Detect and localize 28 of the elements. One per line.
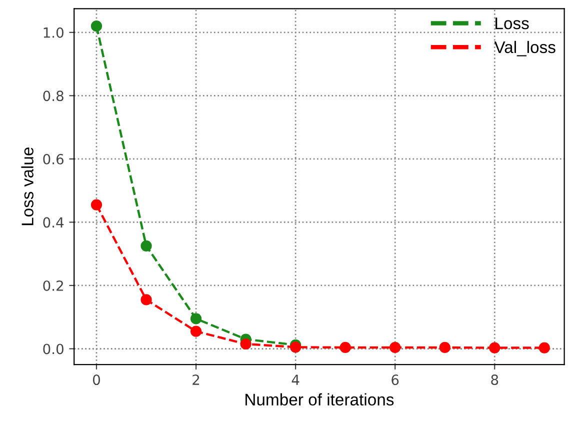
point xyxy=(390,342,401,354)
y-tick-label: 0.8 xyxy=(43,90,64,102)
x-tick-label: 8 xyxy=(491,374,498,386)
point xyxy=(90,20,102,32)
point xyxy=(190,313,202,324)
x-tick-label: 2 xyxy=(192,374,200,385)
point xyxy=(140,294,152,306)
x-tick-label: 4 xyxy=(292,374,300,385)
point xyxy=(489,342,500,354)
legend-label: Val_loss xyxy=(494,40,556,56)
point xyxy=(439,342,450,354)
legend-label: Loss xyxy=(496,18,529,30)
y-axis-title: Loss value xyxy=(21,148,34,226)
x-tick-label: 0 xyxy=(92,374,100,386)
y-tick-label: 0.2 xyxy=(43,280,63,291)
x-axis-title: Number of iterations xyxy=(246,393,394,406)
point xyxy=(290,342,302,353)
y-tick-label: 0.4 xyxy=(43,217,64,228)
y-tick-label: 1.0 xyxy=(44,27,64,38)
point xyxy=(190,326,202,337)
point xyxy=(538,342,550,354)
point xyxy=(90,199,102,210)
point xyxy=(340,342,351,354)
point xyxy=(240,338,252,350)
x-tick-label: 6 xyxy=(392,374,399,386)
point xyxy=(140,240,152,252)
y-tick-label: 0.6 xyxy=(43,154,64,164)
y-tick-label: 0.0 xyxy=(43,344,64,354)
